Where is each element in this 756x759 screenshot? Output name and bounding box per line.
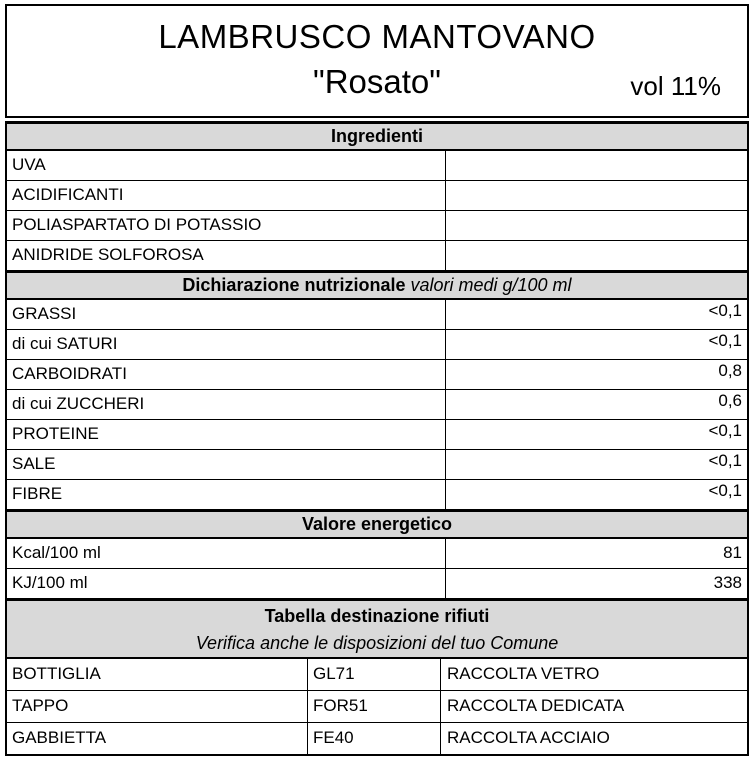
waste-material-code: FOR51 [308,691,441,722]
nutrient-value: <0,1 [708,451,742,470]
energy-value: 81 [723,543,742,562]
table-row: di cui ZUCCHERI 0,6 [7,390,747,420]
ingredient-value [446,181,747,210]
table-row: TAPPO FOR51 RACCOLTA DEDICATA [7,691,747,723]
nutrition-section-title: Dichiarazione nutrizionale [182,275,406,295]
table-row: ACIDIFICANTI [7,181,747,211]
title-block: LAMBRUSCO MANTOVANO "Rosato" vol 11% [5,4,749,118]
waste-section-title: Tabella destinazione rifiuti [264,606,490,626]
alcohol-volume: vol 11% [630,71,721,101]
ingredient-value [446,151,747,180]
product-name: LAMBRUSCO MANTOVANO [158,18,596,55]
table-row: PROTEINE <0,1 [7,420,747,450]
table-row: UVA [7,151,747,181]
title-table-gap [5,118,749,121]
table-row: GABBIETTA FE40 RACCOLTA ACCIAIO [7,723,747,754]
ingredients-section-header: Ingredienti [7,121,747,151]
table-row: CARBOIDRATI 0,8 [7,360,747,390]
waste-component: BOTTIGLIA [7,659,308,690]
ingredient-label: ANIDRIDE SOLFOROSA [7,241,446,270]
waste-section-header: Tabella destinazione rifiuti Verifica an… [7,599,747,659]
table-row: GRASSI <0,1 [7,300,747,330]
info-table: Ingredienti UVA ACIDIFICANTI POLIASPARTA… [5,121,749,756]
nutrient-label: di cui SATURI [7,330,446,359]
nutrient-label: SALE [7,450,446,479]
table-row: FIBRE <0,1 [7,480,747,510]
energy-label: Kcal/100 ml [7,539,446,568]
nutrient-value: 0,6 [718,391,742,410]
waste-component: TAPPO [7,691,308,722]
ingredient-value [446,211,747,240]
ingredient-label: POLIASPARTATO DI POTASSIO [7,211,446,240]
table-row: Kcal/100 ml 81 [7,539,747,569]
ingredient-label: UVA [7,151,446,180]
nutrient-value: <0,1 [708,331,742,350]
nutrition-section-header: Dichiarazione nutrizionale valori medi g… [7,271,747,300]
nutrient-value: <0,1 [708,421,742,440]
energy-value: 338 [713,573,742,592]
waste-section-subtitle: Verifica anche le disposizioni del tuo C… [195,633,559,653]
nutrient-value: <0,1 [708,301,742,320]
nutrient-label: GRASSI [7,300,446,329]
waste-destination: RACCOLTA VETRO [447,664,600,683]
waste-material-code: GL71 [308,659,441,690]
table-row: SALE <0,1 [7,450,747,480]
nutrient-label: di cui ZUCCHERI [7,390,446,419]
nutrient-label: CARBOIDRATI [7,360,446,389]
energy-section-header: Valore energetico [7,510,747,539]
waste-destination: RACCOLTA DEDICATA [447,696,625,715]
wine-label-sheet: LAMBRUSCO MANTOVANO "Rosato" vol 11% Ing… [5,4,749,756]
ingredient-value [446,241,747,270]
product-variant: "Rosato" [313,63,441,100]
waste-destination: RACCOLTA ACCIAIO [447,728,610,747]
waste-material-code: FE40 [308,723,441,754]
ingredient-label: ACIDIFICANTI [7,181,446,210]
nutrient-label: FIBRE [7,480,446,509]
energy-label: KJ/100 ml [7,569,446,598]
table-row: KJ/100 ml 338 [7,569,747,599]
table-row: ANIDRIDE SOLFOROSA [7,241,747,271]
table-row: POLIASPARTATO DI POTASSIO [7,211,747,241]
nutrient-label: PROTEINE [7,420,446,449]
nutrition-section-unit: valori medi g/100 ml [410,275,572,295]
table-row: di cui SATURI <0,1 [7,330,747,360]
nutrient-value: 0,8 [718,361,742,380]
nutrient-value: <0,1 [708,481,742,500]
waste-component: GABBIETTA [7,723,308,754]
table-row: BOTTIGLIA GL71 RACCOLTA VETRO [7,659,747,691]
